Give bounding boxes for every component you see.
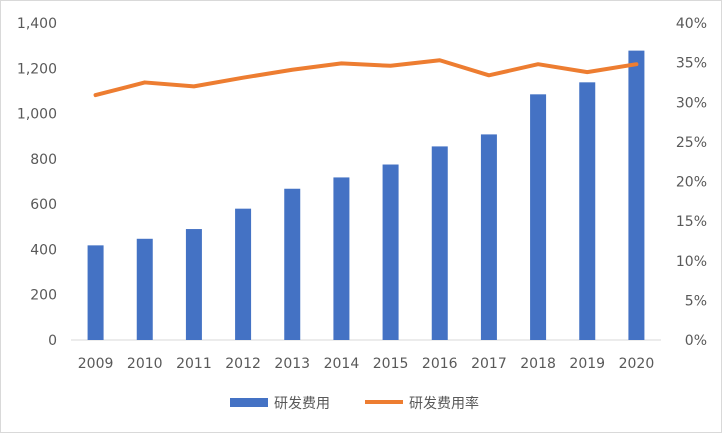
x-tick-label: 2013 xyxy=(274,356,310,372)
bar xyxy=(284,188,301,340)
y-right-tick-label: 35% xyxy=(676,56,707,72)
bar xyxy=(530,94,547,340)
y-right-tick-label: 5% xyxy=(685,293,707,309)
y-left-tick-label: 800 xyxy=(30,152,57,168)
x-tick-label: 2011 xyxy=(176,356,212,372)
bar xyxy=(579,82,596,341)
y-left-tick-label: 400 xyxy=(30,242,57,258)
legend-label-bars: 研发费用 xyxy=(274,396,330,412)
bar xyxy=(628,50,645,340)
bar xyxy=(480,134,497,340)
legend-swatch-bars xyxy=(230,398,268,407)
y-left-tick-label: 200 xyxy=(30,288,57,304)
bar xyxy=(185,229,202,340)
x-tick-label: 2012 xyxy=(225,356,261,372)
x-tick-label: 2010 xyxy=(127,356,163,372)
y-right-tick-label: 40% xyxy=(676,16,707,32)
y-axis-right: 0% 5% 10% 15% 20% 25% 30% 35% 40% xyxy=(676,16,707,349)
bar xyxy=(235,208,252,340)
x-tick-label: 2017 xyxy=(471,356,507,372)
y-right-tick-label: 30% xyxy=(676,95,707,111)
x-tick-label: 2019 xyxy=(569,356,605,372)
bar xyxy=(382,164,399,340)
series-line xyxy=(93,58,639,98)
x-tick-label: 2009 xyxy=(78,356,114,372)
bar xyxy=(431,146,448,340)
y-left-tick-label: 0 xyxy=(48,333,57,349)
x-axis-labels: 2009 2010 2011 2012 2013 2014 2015 2016 2017 2018… xyxy=(78,356,654,372)
y-axis-left: 0 200 400 600 800 1,000 1,200 1,400 xyxy=(17,16,57,349)
bar xyxy=(87,245,104,340)
y-right-tick-label: 0% xyxy=(685,333,707,349)
y-right-tick-label: 15% xyxy=(676,214,707,230)
y-left-tick-label: 1,200 xyxy=(17,61,57,77)
y-left-tick-label: 600 xyxy=(30,197,57,213)
x-tick-label: 2015 xyxy=(373,356,409,372)
x-tick-label: 2014 xyxy=(324,356,360,372)
bar-series xyxy=(87,50,645,341)
y-left-tick-label: 1,000 xyxy=(17,107,57,123)
bar xyxy=(333,177,350,340)
x-tick-label: 2016 xyxy=(422,356,458,372)
x-tick-label: 2020 xyxy=(619,356,655,372)
y-right-tick-label: 20% xyxy=(676,175,707,191)
legend: 研发费用 研发费用率 xyxy=(230,395,479,412)
y-left-tick-label: 1,400 xyxy=(17,16,57,32)
legend-label-line: 研发费用率 xyxy=(409,395,479,412)
x-tick-label: 2018 xyxy=(520,356,556,372)
line-series xyxy=(93,58,639,98)
y-right-tick-label: 10% xyxy=(676,254,707,270)
y-right-tick-label: 25% xyxy=(676,135,707,151)
bar xyxy=(136,238,153,340)
